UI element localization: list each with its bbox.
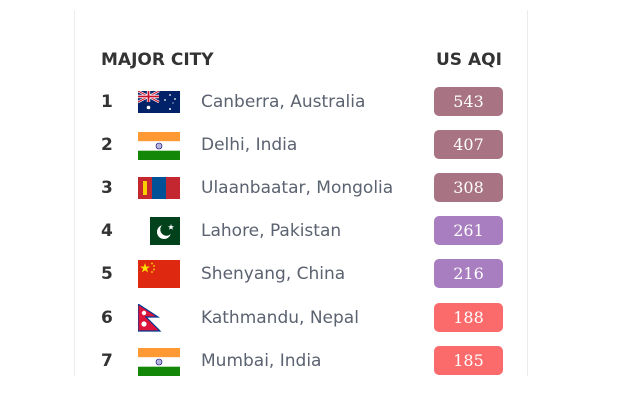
rank: 1 [101,92,113,112]
rank: 3 [101,178,113,198]
aqi-ranking-card: MAJOR CITY US AQI 1 Canberra, Aust [74,10,528,376]
australia-flag-icon [138,91,180,113]
aqi-badge: 543 [434,87,503,116]
aqi-badge: 261 [434,216,503,245]
india-flag-icon [138,348,180,376]
column-header-city: MAJOR CITY [101,50,214,70]
city-name: Shenyang, China [201,264,346,284]
city-name: Ulaanbaatar, Mongolia [201,178,394,198]
table-row[interactable]: 1 Canberra, Australia 543 [75,87,529,117]
city-name: Kathmandu, Nepal [201,308,359,328]
rank: 6 [101,308,113,328]
pakistan-flag-icon [150,217,180,245]
india-flag-icon [138,132,180,160]
rank: 7 [101,351,113,371]
aqi-badge: 188 [434,303,503,332]
table-row[interactable]: 7 Mumbai, India 185 [75,346,529,376]
table-row[interactable]: 4 Lahore, Pakistan 261 [75,216,529,246]
aqi-badge: 216 [434,259,503,288]
nepal-flag-icon [138,304,162,332]
column-header-aqi: US AQI [436,50,502,70]
rank: 4 [101,221,113,241]
aqi-badge: 185 [434,346,503,375]
city-name: Mumbai, India [201,351,322,371]
rank: 5 [101,264,113,284]
table-row[interactable]: 2 Delhi, India 407 [75,130,529,160]
table-row[interactable]: 5 Shenyang, China 216 [75,259,529,289]
city-name: Delhi, India [201,135,298,155]
table-row[interactable]: 6 Kathmandu, Nepal 188 [75,303,529,333]
city-name: Canberra, Australia [201,92,366,112]
table-row[interactable]: 3 Ulaanbaatar, Mongolia 308 [75,173,529,203]
aqi-badge: 308 [434,173,503,202]
aqi-badge: 407 [434,130,503,159]
rank: 2 [101,135,113,155]
mongolia-flag-icon [138,177,180,199]
city-name: Lahore, Pakistan [201,221,342,241]
china-flag-icon [138,260,180,288]
